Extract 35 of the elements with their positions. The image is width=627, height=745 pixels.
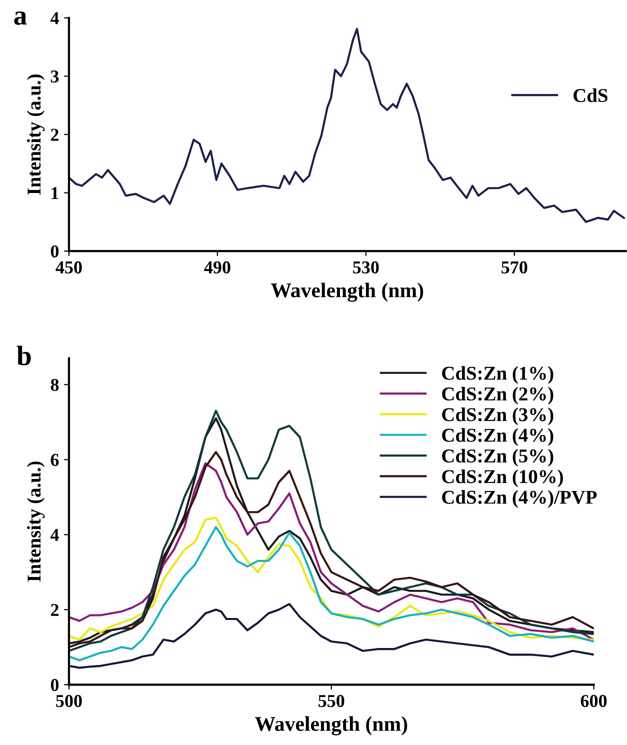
x-tick-label: 490	[204, 261, 230, 274]
legend-label: CdS:Zn (2%)	[442, 386, 554, 404]
legend-label: CdS:Zn (3%)	[442, 408, 554, 426]
legend-label: CdS	[574, 88, 608, 102]
x-tick-label: 530	[353, 261, 379, 274]
y-tick-label: 0	[50, 678, 59, 692]
y-tick-label: 2	[50, 128, 58, 141]
legend-label: CdS:Zn (1%)	[442, 366, 554, 384]
x-tick-label: 600	[580, 694, 607, 708]
line-series	[68, 602, 594, 669]
x-tick-label: 450	[56, 261, 82, 274]
y-tick-label: 8	[50, 378, 59, 392]
y-tick-label: 6	[50, 454, 59, 466]
x-axis-title: Wavelength (nm)	[270, 282, 424, 302]
legend-label: CdS:Zn (4%)/PVP	[442, 490, 597, 508]
chart-title: b	[16, 346, 31, 366]
y-axis-title: Intensity (a.u.)	[26, 462, 45, 582]
y-axis-title: Intensity (a.u.)	[26, 74, 45, 195]
y-tick-label: 2	[50, 604, 58, 616]
y-tick-label: 0	[50, 245, 59, 258]
y-tick-label: 3	[50, 70, 59, 83]
line-series	[68, 526, 594, 662]
line-series	[68, 516, 594, 641]
legend-label: CdS:Zn (4%)	[442, 428, 554, 446]
x-tick-label: 500	[56, 694, 82, 708]
y-tick-label: 4	[50, 12, 59, 24]
legend-label: CdS:Zn (10%)	[442, 470, 563, 488]
chart-title: a	[14, 12, 27, 25]
x-axis-title: Wavelength (nm)	[254, 716, 408, 736]
x-tick-label: 550	[318, 694, 344, 708]
y-tick-label: 1	[52, 187, 58, 200]
line-series	[68, 28, 625, 223]
legend-label: CdS:Zn (5%)	[442, 448, 554, 466]
x-tick-label: 570	[502, 261, 528, 274]
y-tick-label: 4	[50, 529, 59, 541]
